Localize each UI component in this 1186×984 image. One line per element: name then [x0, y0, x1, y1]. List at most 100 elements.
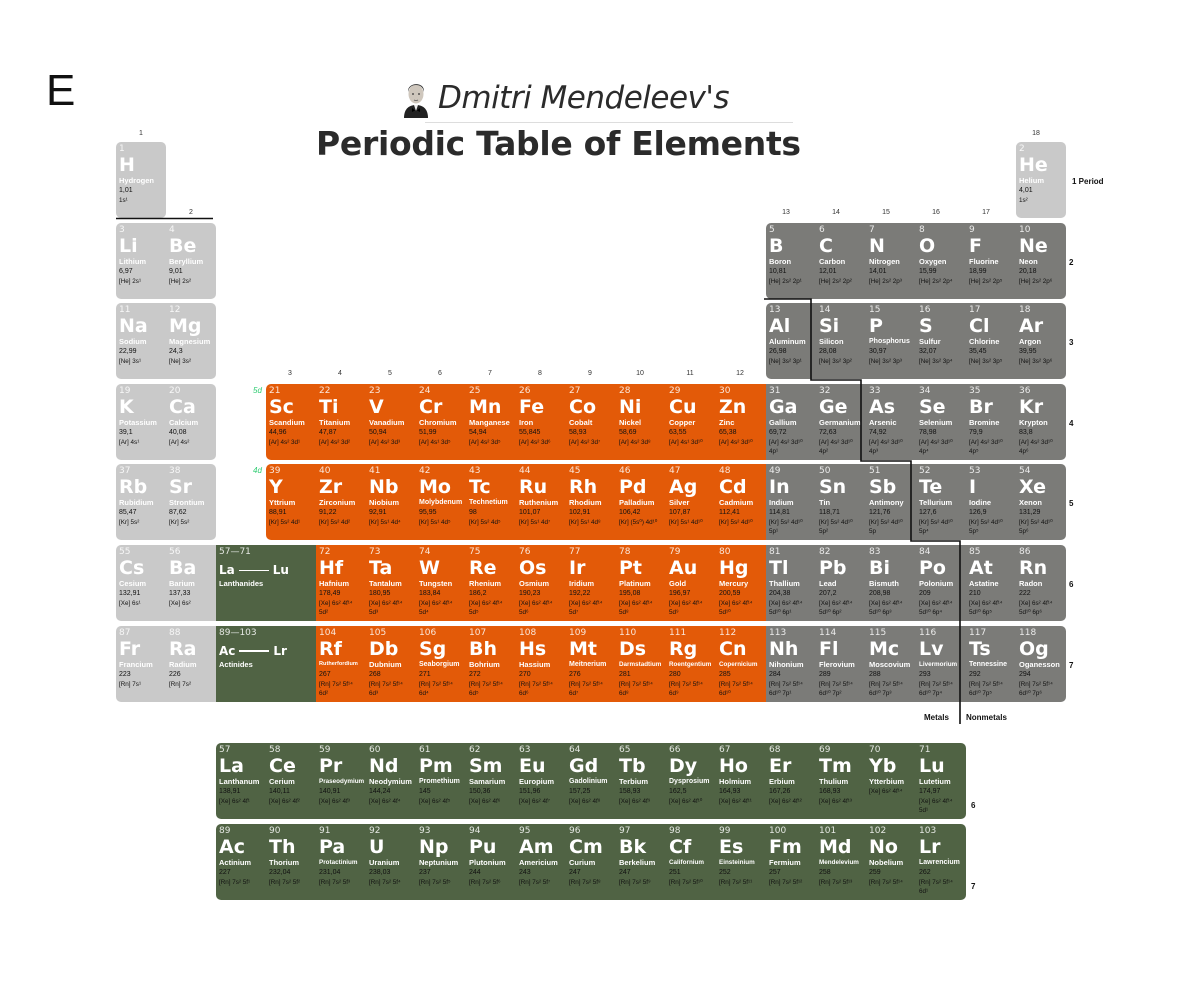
atomic-number: 111: [669, 627, 687, 638]
element-symbol: Ac: [219, 836, 245, 858]
element-cell-Mo: 42 Mo Molybdenum 95,95 [Kr] 5s¹ 4d⁵: [416, 464, 466, 541]
group-label: 14: [832, 209, 840, 216]
atomic-number: 60: [369, 745, 381, 755]
atomic-number: 107: [469, 627, 487, 638]
element-symbol: Al: [769, 315, 791, 338]
atomic-mass: 50,94: [369, 428, 387, 436]
electron-configuration: [Kr] 5s²: [169, 519, 190, 527]
element-name: Phosphorus: [869, 338, 910, 346]
atomic-number: 47: [669, 466, 681, 477]
element-symbol: Be: [169, 234, 197, 257]
element-symbol: Cm: [569, 836, 603, 858]
element-cell-Rg: 111 Rg Roentgentium 280 [Rn] 7s² 5f¹⁴ 6d⁹: [666, 625, 716, 702]
atomic-mass: 126,9: [969, 509, 987, 517]
atomic-number: 105: [369, 627, 387, 638]
element-name: Barium: [169, 579, 195, 588]
element-cell-Hf: 72 Hf Hafnium 178,49 [Xe] 6s² 4f¹⁴ 5d²: [316, 545, 366, 621]
electron-configuration: [Rn] 7s² 5f⁴: [369, 879, 401, 886]
element-symbol: Ho: [719, 755, 748, 777]
element-name: Helium: [1019, 176, 1045, 185]
element-cell-W: 74 W Tungsten 183,84 [Xe] 6s² 4f¹⁴ 5d⁴: [416, 545, 466, 621]
element-symbol: Er: [769, 755, 792, 777]
electron-configuration: [Rn] 7s² 5f⁸: [569, 879, 601, 886]
element-symbol: Rg: [669, 637, 698, 660]
element-name: Roentgentium: [669, 660, 712, 668]
element-symbol: Pm: [419, 755, 453, 777]
series-dash-line: [239, 650, 270, 652]
electron-configuration: [Rn] 7s² 5f¹⁴ 6d⁵: [469, 680, 503, 697]
element-name: Cobalt: [569, 417, 593, 427]
table-row-segment: 55 Cs Cesium 132,91 [Xe] 6s¹ 56 Ba Barium 137,33…: [116, 545, 1066, 621]
element-cell-Hs: 108 Hs Hassium 270 [Rn] 7s² 5f¹⁴ 6d⁶: [516, 625, 566, 702]
atomic-mass: 39,1: [119, 428, 133, 436]
atomic-number: 39: [269, 466, 281, 477]
atomic-number: 99: [719, 826, 731, 836]
element-name: Hafnium: [319, 579, 349, 588]
element-name: Titanium: [319, 417, 351, 427]
atomic-number: 68: [769, 745, 781, 755]
element-name: Magnesium: [169, 337, 211, 347]
electron-configuration: [Rn] 7s² 5f¹⁴ 6d¹⁰ 7p¹: [769, 680, 803, 697]
electron-configuration: [Xe] 6s² 4f¹¹: [719, 798, 752, 805]
atomic-mass: 289: [819, 670, 831, 678]
element-symbol: Au: [669, 557, 698, 579]
element-name: Osmium: [519, 579, 550, 588]
element-name: Cadmium: [719, 498, 754, 508]
element-symbol: Ra: [169, 637, 197, 660]
electron-configuration: [Xe] 6s² 4f¹⁴ 5d¹⁰ 6p³: [869, 600, 903, 616]
atomic-number: 55: [119, 547, 131, 557]
element-symbol: Cu: [669, 395, 697, 418]
atomic-number: 101: [819, 826, 837, 836]
element-cell-Os: 76 Os Osmium 190,23 [Xe] 6s² 4f¹⁴ 5d⁶: [516, 545, 566, 621]
electron-configuration: 1s¹: [119, 197, 128, 204]
atomic-number: 28: [619, 385, 631, 396]
group-label: 3: [288, 370, 292, 377]
element-name: Neodymium: [369, 777, 412, 786]
element-name: Tellurium: [919, 498, 953, 508]
electron-configuration: [Rn] 7s² 5f³: [319, 879, 351, 886]
group-label: 5: [388, 370, 392, 377]
atomic-mass: 267: [319, 670, 331, 678]
atomic-mass: 114,81: [769, 509, 790, 517]
element-cell-Cm: 96 Cm Curium 247 [Rn] 7s² 5f⁸: [566, 824, 616, 900]
element-cell-Mt: 109 Mt Meitnerium 276 [Rn] 7s² 5f¹⁴ 6d⁷: [566, 625, 616, 702]
element-name: Rhenium: [469, 579, 502, 588]
atomic-number: 106: [419, 627, 437, 638]
element-name: Platinum: [619, 579, 651, 588]
electron-configuration: [Kr] 5s¹ 4d⁷: [519, 519, 551, 527]
atomic-mass: 18,99: [969, 267, 987, 275]
atomic-mass: 231,04: [319, 869, 341, 876]
electron-configuration: [Xe] 6s² 4f¹⁴ 5d¹⁰ 6p²: [819, 600, 853, 616]
atomic-number: 42: [419, 466, 431, 477]
element-name: Nobelium: [869, 858, 904, 867]
element-cell-Tb: 65 Tb Terbium 158,93 [Xe] 6s² 4f⁹: [616, 743, 666, 819]
element-symbol: Rb: [119, 476, 148, 499]
group-label: 13: [782, 209, 790, 216]
atomic-number: 65: [619, 745, 631, 755]
element-symbol: Fr: [119, 637, 141, 660]
atomic-mass: 204,38: [769, 590, 791, 597]
element-symbol: Ag: [669, 476, 698, 499]
element-name: Gold: [669, 579, 687, 588]
element-cell-Ra: 88 Ra Radium 226 [Rn] 7s²: [166, 625, 216, 702]
element-cell-He: 2 He Helium 4,01 1s²: [1016, 142, 1066, 218]
element-symbol: O: [919, 234, 936, 257]
atomic-number: 10: [1019, 224, 1031, 235]
atomic-number: 76: [519, 547, 531, 557]
atomic-mass: 26,98: [769, 348, 787, 356]
electron-configuration: [Rn] 7s² 5f¹⁴ 6d¹: [919, 879, 953, 895]
group-label: 12: [736, 370, 744, 377]
atomic-mass: 15,99: [919, 267, 937, 275]
atomic-mass: 95,95: [419, 509, 437, 517]
atomic-number: 93: [419, 826, 431, 836]
atomic-mass: 178,49: [319, 590, 341, 597]
electron-configuration: [Ar] 4s¹ 3d⁵: [419, 438, 451, 446]
atomic-number: 38: [169, 466, 181, 477]
element-symbol: Si: [819, 315, 840, 338]
atomic-mass: 58,69: [619, 428, 637, 436]
atomic-mass: 127,6: [919, 509, 937, 517]
electron-configuration: [Xe] 6s² 4f⁵: [419, 798, 451, 805]
group-label: 2: [189, 209, 193, 216]
element-name: Yttrium: [269, 498, 296, 508]
atomic-number: 25: [469, 385, 481, 396]
